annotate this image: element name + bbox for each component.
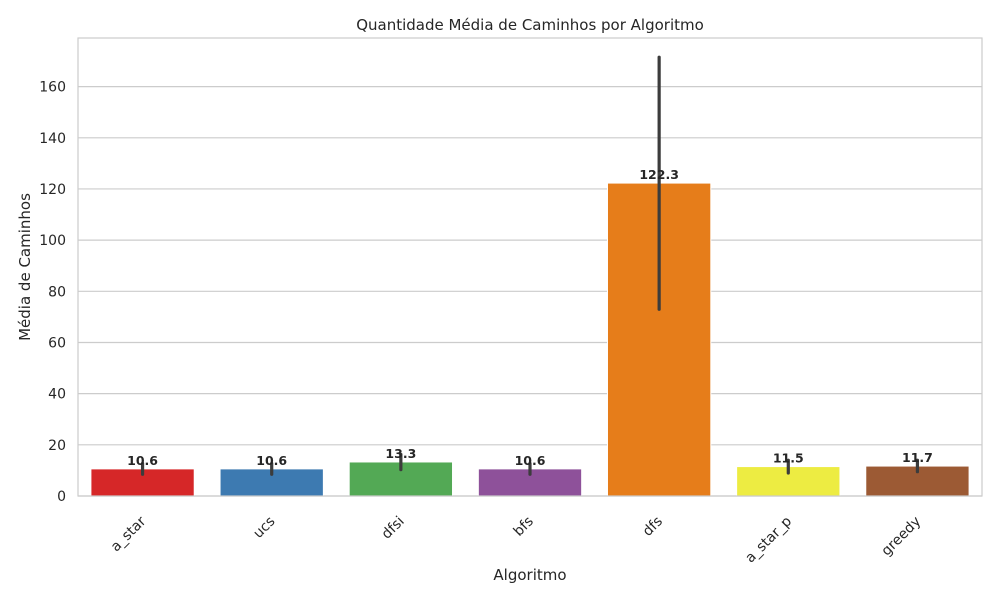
x-tick-label: a_star_p [742,513,795,566]
y-tick-label: 40 [48,387,66,403]
data-label-bfs: 10.6 [515,453,546,468]
y-tick-label: 140 [39,131,66,147]
y-tick-label: 60 [48,335,66,351]
data-label-a_star: 10.6 [127,453,158,468]
data-label-ucs: 10.6 [256,453,287,468]
chart-title: Quantidade Média de Caminhos por Algorit… [356,16,704,34]
y-tick-label: 100 [39,233,66,249]
x-tick-label: greedy [878,514,924,560]
grid-layer [78,86,982,497]
y-tick-label: 80 [48,284,66,300]
bar-layer [90,182,970,497]
y-tick-label: 20 [48,438,66,454]
data-label-dfsi: 13.3 [385,446,416,461]
data-label-greedy: 11.7 [902,450,933,465]
x-tick-label: a_star [108,513,150,555]
y-tick-label: 160 [39,80,66,96]
y-tick-label: 120 [39,182,66,198]
data-label-a_star_p: 11.5 [773,451,804,466]
y-axis-label: Média de Caminhos [16,193,34,341]
x-tick-label: dfs [640,514,666,540]
plot-frame [77,37,983,497]
data-label-layer: 10.6 10.6 13.3 10.6 122.3 11.5 11.7 [127,167,933,468]
data-label-dfs: 122.3 [639,167,679,182]
x-tick-label: bfs [511,514,537,540]
error-bar-layer [140,55,920,476]
x-tick-label: dfsi [379,514,408,543]
y-tick-label: 0 [57,489,66,505]
x-axis-label: Algoritmo [493,566,566,584]
x-tick-label: ucs [250,514,278,542]
